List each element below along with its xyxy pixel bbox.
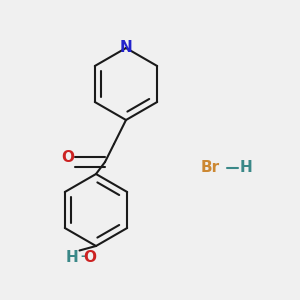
Text: O: O [61,150,74,165]
Text: -: - [80,250,85,263]
Text: H: H [240,160,252,175]
Text: Br: Br [200,160,220,175]
Text: O: O [83,250,97,266]
Text: N: N [120,40,132,56]
Text: H: H [66,250,78,266]
